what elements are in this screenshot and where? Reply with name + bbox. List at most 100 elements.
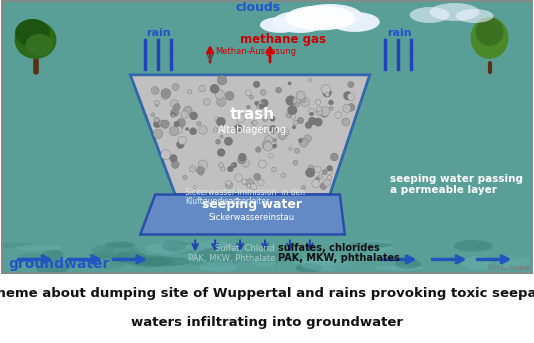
Ellipse shape [73, 192, 91, 204]
Ellipse shape [112, 83, 136, 96]
Circle shape [172, 102, 179, 108]
Ellipse shape [81, 256, 128, 270]
Circle shape [323, 88, 332, 97]
Ellipse shape [76, 259, 124, 273]
Circle shape [262, 141, 271, 150]
Ellipse shape [15, 177, 30, 189]
Circle shape [249, 95, 253, 99]
Text: seeping water passing
a permeable layer: seeping water passing a permeable layer [390, 174, 523, 196]
Ellipse shape [161, 240, 186, 251]
Ellipse shape [48, 185, 67, 197]
Circle shape [322, 169, 327, 175]
Circle shape [238, 156, 246, 164]
Ellipse shape [125, 155, 140, 168]
Ellipse shape [68, 142, 86, 156]
Ellipse shape [514, 76, 534, 87]
Ellipse shape [14, 21, 57, 59]
Ellipse shape [145, 243, 190, 254]
Ellipse shape [496, 255, 530, 268]
Circle shape [190, 166, 195, 172]
Circle shape [171, 114, 175, 117]
Circle shape [180, 111, 189, 118]
Circle shape [161, 93, 168, 100]
Circle shape [256, 102, 264, 109]
Bar [1, 239, 533, 274]
Ellipse shape [93, 144, 116, 151]
Circle shape [260, 90, 266, 95]
Ellipse shape [438, 140, 453, 152]
Circle shape [347, 104, 355, 111]
Text: ©H.L. Nobis: ©H.L. Nobis [487, 265, 529, 271]
Ellipse shape [453, 240, 493, 252]
Circle shape [231, 162, 237, 168]
Circle shape [177, 119, 185, 127]
Ellipse shape [105, 241, 135, 248]
Polygon shape [1, 0, 533, 82]
Circle shape [161, 120, 169, 128]
Circle shape [174, 121, 179, 127]
Ellipse shape [42, 134, 61, 150]
Circle shape [317, 106, 321, 111]
Ellipse shape [12, 120, 26, 134]
Circle shape [269, 153, 273, 158]
Ellipse shape [360, 102, 392, 109]
Circle shape [276, 87, 281, 93]
Polygon shape [130, 75, 370, 194]
Circle shape [270, 116, 275, 121]
Ellipse shape [101, 133, 122, 147]
Ellipse shape [298, 260, 351, 270]
Ellipse shape [186, 241, 232, 253]
Text: trash: trash [230, 107, 274, 122]
Circle shape [302, 186, 305, 190]
Ellipse shape [117, 193, 137, 205]
Circle shape [253, 120, 257, 126]
Circle shape [288, 106, 297, 115]
Polygon shape [1, 0, 533, 75]
Circle shape [314, 118, 323, 126]
Ellipse shape [99, 244, 139, 257]
Ellipse shape [251, 255, 276, 268]
Ellipse shape [439, 74, 464, 86]
Circle shape [303, 135, 311, 143]
Circle shape [190, 112, 198, 120]
Circle shape [154, 117, 160, 123]
Ellipse shape [364, 153, 383, 163]
Bar [1, 0, 533, 75]
Ellipse shape [260, 17, 300, 33]
Circle shape [235, 174, 242, 181]
Ellipse shape [138, 257, 191, 266]
Text: clouds: clouds [235, 1, 280, 14]
Ellipse shape [295, 263, 322, 273]
Ellipse shape [301, 258, 353, 271]
Circle shape [286, 96, 296, 106]
Ellipse shape [199, 261, 237, 272]
Ellipse shape [462, 256, 492, 270]
Circle shape [255, 101, 258, 105]
Circle shape [225, 181, 233, 188]
Circle shape [320, 109, 328, 117]
Ellipse shape [364, 212, 390, 222]
Circle shape [254, 173, 261, 180]
Circle shape [178, 125, 183, 130]
Circle shape [262, 126, 269, 133]
Ellipse shape [245, 252, 303, 263]
Ellipse shape [373, 265, 424, 271]
Circle shape [213, 128, 218, 132]
Circle shape [262, 116, 268, 121]
Circle shape [260, 99, 268, 107]
Circle shape [247, 105, 250, 109]
Circle shape [327, 176, 332, 180]
Text: PAK, MKW, phthalates: PAK, MKW, phthalates [278, 253, 400, 263]
Ellipse shape [15, 245, 62, 251]
Ellipse shape [87, 169, 103, 181]
Circle shape [245, 179, 254, 188]
Ellipse shape [29, 241, 68, 249]
Circle shape [170, 100, 178, 108]
Ellipse shape [83, 155, 100, 167]
Ellipse shape [127, 257, 176, 267]
Circle shape [221, 166, 225, 171]
Ellipse shape [394, 91, 427, 103]
Text: PAK, MKW, Phthalate: PAK, MKW, Phthalate [187, 254, 275, 263]
Circle shape [185, 128, 189, 131]
Text: waters infiltrating into groundwater: waters infiltrating into groundwater [131, 316, 403, 329]
